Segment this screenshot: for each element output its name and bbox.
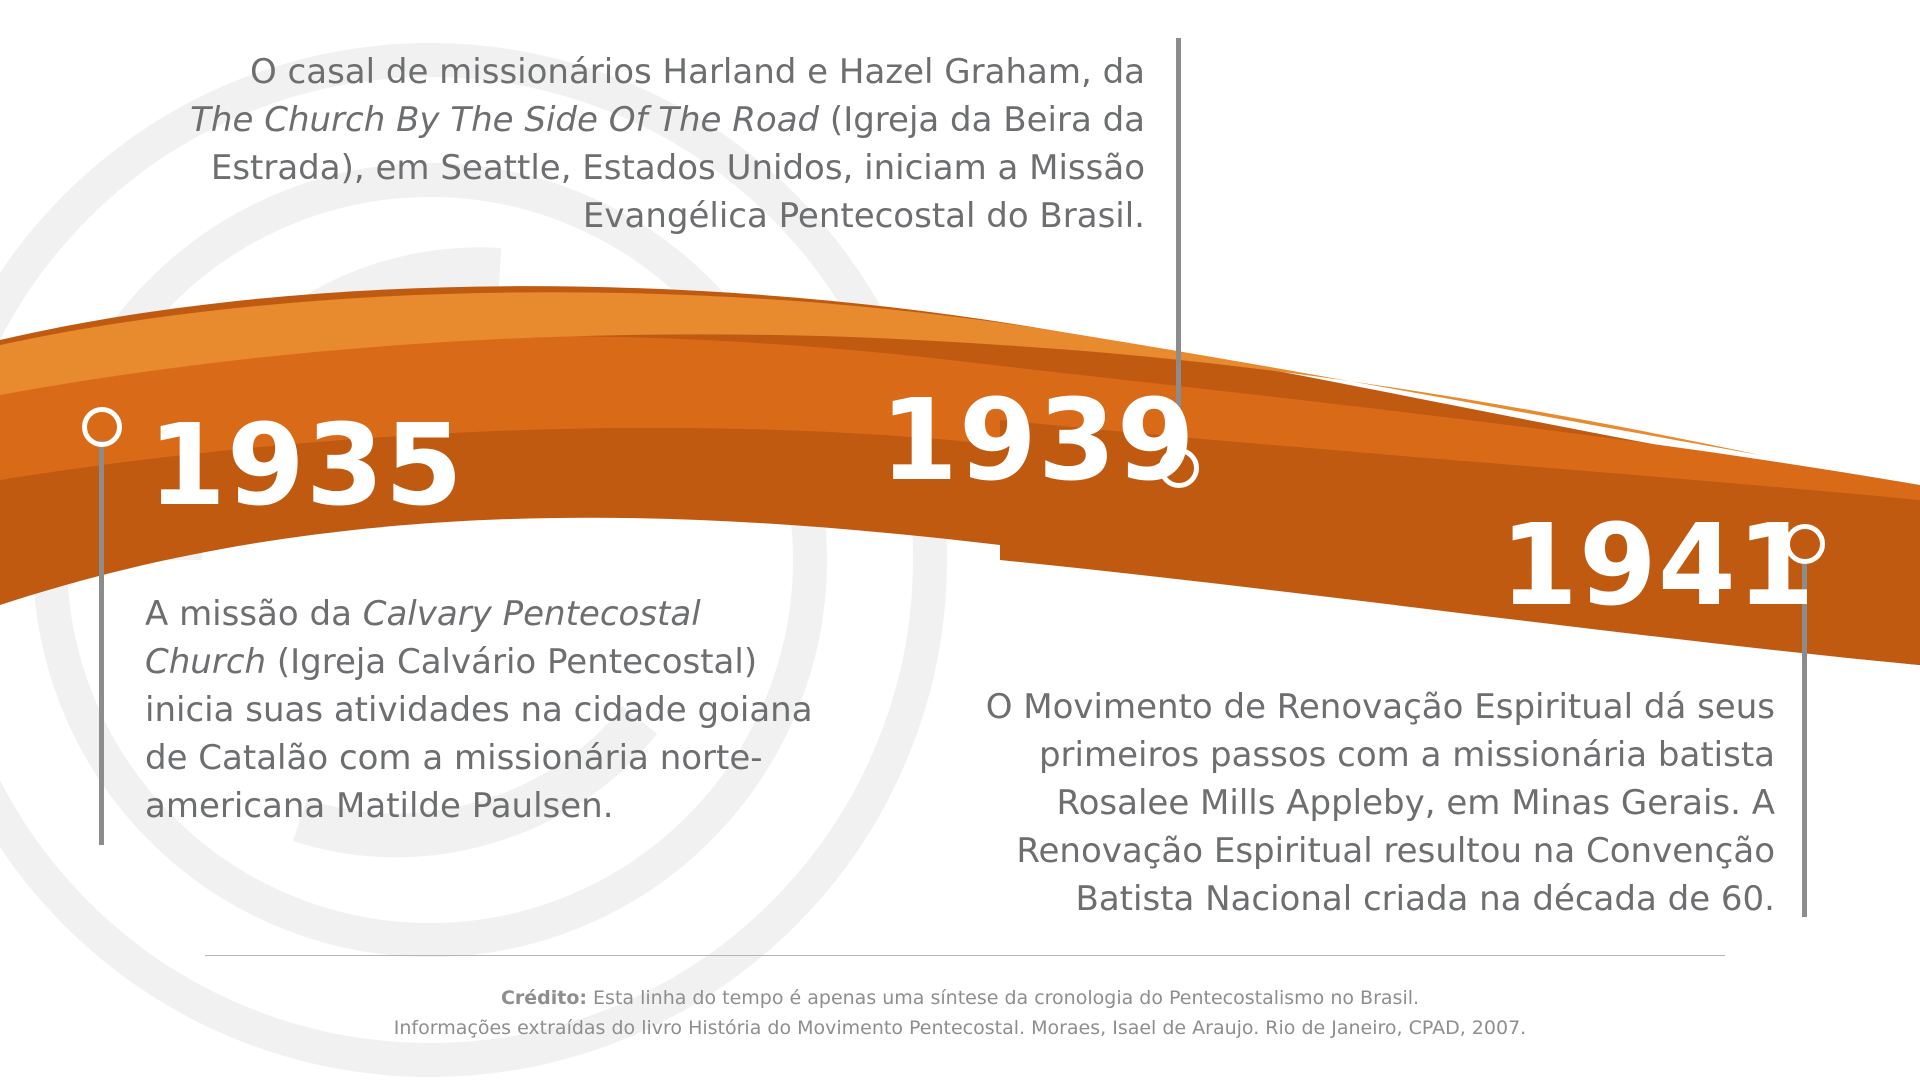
text-run-italic: The Church By The Side Of The Road: [190, 100, 820, 140]
event-text-1941: O Movimento de Renovação Espiritual dá s…: [905, 683, 1775, 923]
pin-dot-1939: [1159, 448, 1199, 488]
text-run: O Movimento de Renovação Espiritual dá s…: [985, 687, 1775, 919]
credit-note: Crédito: Esta linha do tempo é apenas um…: [0, 983, 1920, 1043]
credit-line-2: Informações extraídas do livro História …: [393, 1017, 1527, 1039]
event-paragraph-1935: A missão da Calvary Pentecostal Church (…: [145, 590, 825, 830]
event-paragraph-1941: O Movimento de Renovação Espiritual dá s…: [905, 683, 1775, 923]
year-1939: 1939: [880, 376, 1196, 506]
text-run: O casal de missionários Harland e Hazel …: [249, 52, 1145, 92]
text-run: A missão da: [145, 594, 363, 634]
credit-text-1: Esta linha do tempo é apenas uma síntese…: [587, 987, 1420, 1009]
event-text-1935: A missão da Calvary Pentecostal Church (…: [145, 590, 825, 830]
pin-line-1939: [1176, 38, 1181, 448]
orange-wave-band: [0, 286, 1920, 665]
credit-label: Crédito:: [500, 987, 588, 1009]
event-paragraph-1939: O casal de missionários Harland e Hazel …: [190, 48, 1145, 240]
pin-dot-1941: [1785, 524, 1825, 564]
credit-divider: [205, 955, 1725, 956]
year-1941: 1941: [1500, 501, 1816, 631]
pin-dot-1935: [82, 407, 122, 447]
text-run: (Igreja da Beira da Estrada), em Seattle…: [210, 100, 1145, 236]
pin-line-1941: [1802, 562, 1807, 917]
pin-line-1935: [99, 440, 104, 845]
text-run-italic: Calvary Pentecostal Church: [145, 594, 701, 682]
text-run: (Igreja Calvário Pentecostal) inicia sua…: [145, 642, 813, 826]
credit-line-1: Crédito: Esta linha do tempo é apenas um…: [0, 983, 1920, 1013]
year-1935: 1935: [148, 401, 464, 531]
event-text-1939: O casal de missionários Harland e Hazel …: [190, 48, 1145, 240]
